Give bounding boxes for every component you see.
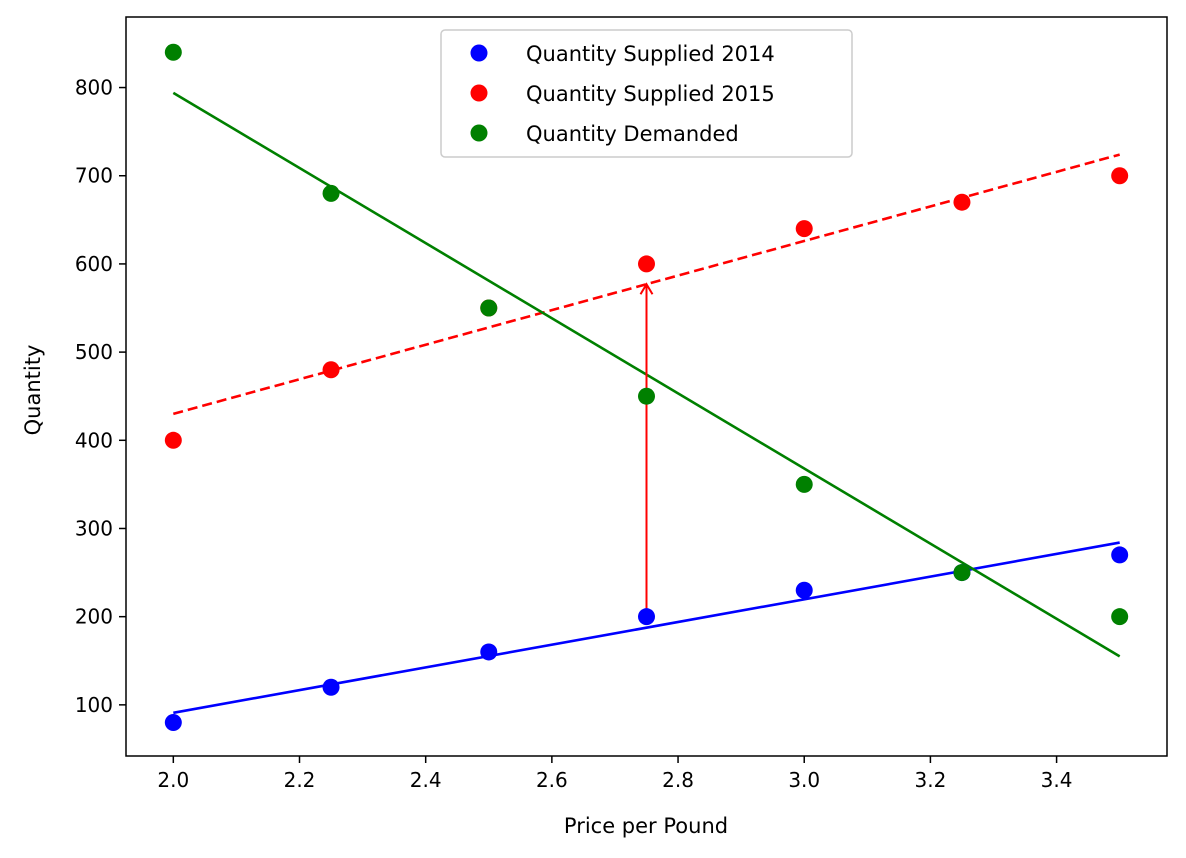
y-tick-label: 500 [75,340,113,364]
data-point [638,387,655,405]
data-point [322,361,340,379]
y-axis-ticks: 100 200 300 400 500 600 700 800 [75,76,126,717]
data-point [1111,608,1129,626]
legend-label: Quantity Supplied 2015 [526,82,775,106]
y-tick-label: 800 [75,76,113,100]
y-tick-label: 700 [75,164,113,188]
y-tick-label: 600 [75,252,113,276]
y-axis-title: Quantity [21,345,45,436]
data-point [795,220,813,238]
data-point [953,564,971,582]
data-point [795,581,813,599]
data-point [164,431,182,449]
data-point [1111,167,1129,185]
legend-marker [470,44,488,62]
data-point [164,43,182,61]
data-point [638,608,655,626]
x-tick-label: 2.4 [410,768,442,792]
x-tick-label: 2.8 [662,768,694,792]
x-axis-ticks: 2.0 2.2 2.4 2.6 2.8 3.0 3.2 3.4 [157,756,1072,792]
legend-box [440,29,853,158]
data-point [480,643,498,661]
y-tick-label: 300 [75,516,113,540]
data-points [164,43,1129,731]
data-point [164,713,182,731]
arrow-head [639,282,654,295]
x-tick-label: 3.0 [788,768,820,792]
legend-label: Quantity Supplied 2014 [526,42,775,66]
x-tick-label: 2.0 [157,768,189,792]
annotations [639,282,654,623]
data-point [322,678,340,696]
legend-label: Quantity Demanded [526,122,739,146]
data-point [953,193,971,211]
x-tick-label: 2.2 [284,768,316,792]
x-tick-label: 3.4 [1041,768,1073,792]
y-tick-label: 400 [75,428,113,452]
data-point [795,475,813,493]
data-point [1111,546,1129,564]
legend-marker [470,124,488,142]
y-tick-label: 100 [75,693,113,717]
data-point [322,184,340,202]
data-point [638,255,655,273]
legend: Quantity Supplied 2014 Quantity Supplied … [440,29,853,158]
y-tick-label: 200 [75,605,113,629]
data-point [480,299,498,317]
legend-marker [470,84,488,102]
x-axis-title: Price per Pound [564,814,728,838]
x-tick-label: 3.2 [915,768,947,792]
x-tick-label: 2.6 [536,768,568,792]
